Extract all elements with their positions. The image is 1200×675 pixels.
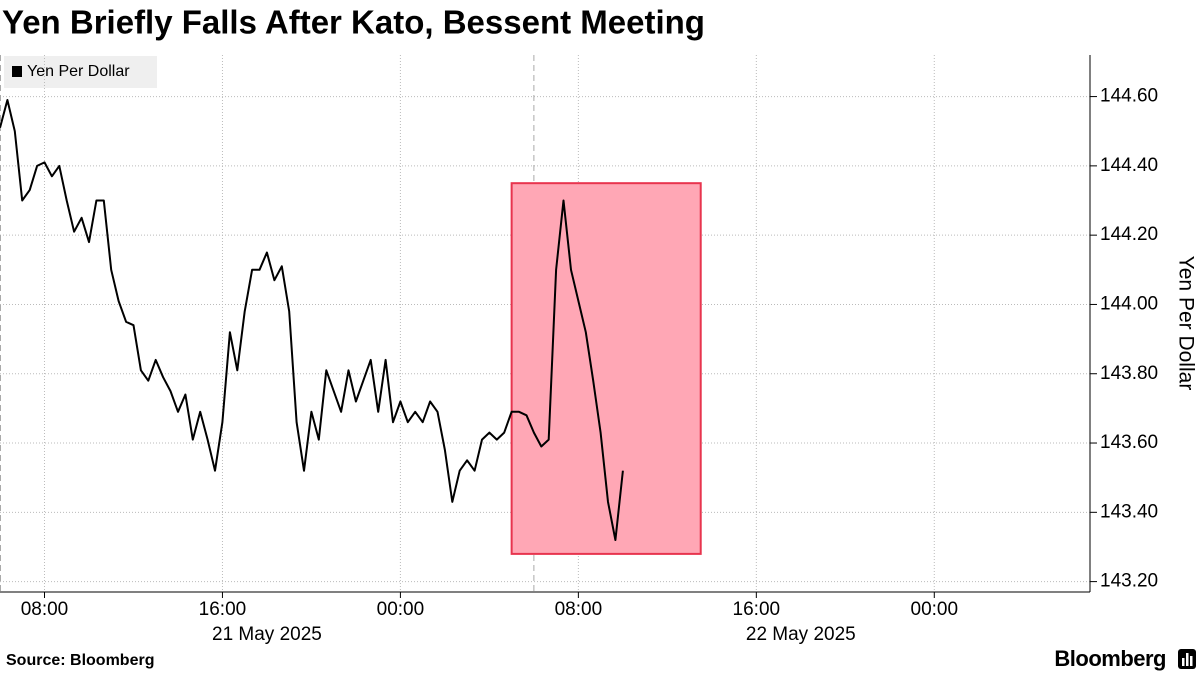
logo-icon xyxy=(1178,649,1196,669)
chart-title: Yen Briefly Falls After Kato, Bessent Me… xyxy=(2,4,705,41)
legend-box xyxy=(4,56,157,88)
source: Source: Bloomberg xyxy=(6,652,154,669)
y-tick-label: 144.60 xyxy=(1100,86,1158,107)
x-date-label: 22 May 2025 xyxy=(746,624,856,645)
logo: Bloomberg xyxy=(1054,646,1166,671)
y-tick-label: 144.40 xyxy=(1100,155,1158,176)
x-date-label: 21 May 2025 xyxy=(212,624,322,645)
x-tick-label: 16:00 xyxy=(199,599,247,620)
x-tick-label: 08:00 xyxy=(21,599,69,620)
legend-swatch xyxy=(12,66,22,77)
legend-label: Yen Per Dollar xyxy=(27,63,130,80)
x-tick-label: 08:00 xyxy=(555,599,603,620)
y-tick-label: 143.20 xyxy=(1100,571,1158,592)
y-tick-label: 143.40 xyxy=(1100,501,1158,522)
y-tick-label: 143.80 xyxy=(1100,363,1158,384)
y-tick-label: 143.60 xyxy=(1100,432,1158,453)
highlight-box xyxy=(510,182,702,555)
y-tick-label: 144.00 xyxy=(1100,293,1158,314)
y-tick-label: 144.20 xyxy=(1100,224,1158,245)
y-axis-label: Yen Per Dollar xyxy=(1174,256,1197,391)
x-tick-label: 00:00 xyxy=(911,599,959,620)
series-line xyxy=(0,99,624,541)
x-tick-label: 00:00 xyxy=(377,599,425,620)
x-tick-label: 16:00 xyxy=(733,599,781,620)
